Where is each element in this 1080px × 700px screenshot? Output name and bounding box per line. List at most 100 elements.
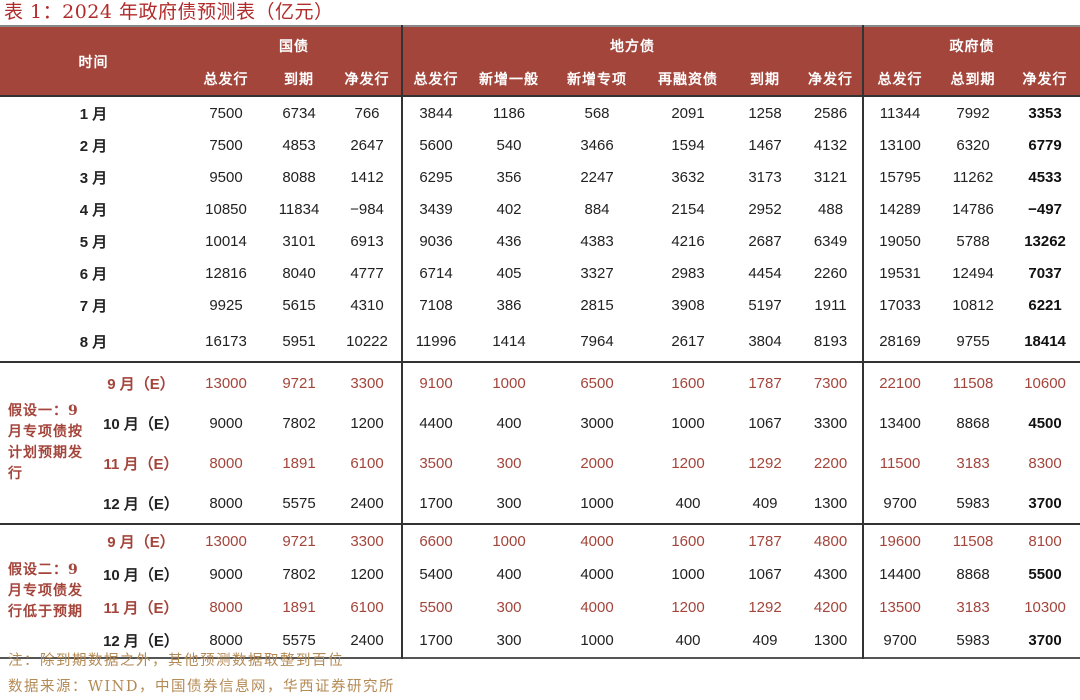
table-row: 4 月 10850 11834 −984 3439 402 884 2154 2952 488 14…: [0, 193, 1080, 225]
value-cell: −497: [1028, 200, 1062, 218]
value-cell: 28169: [862, 321, 937, 362]
value-cell: 8000: [209, 632, 243, 649]
value-cell: 6714: [401, 257, 470, 289]
value-cell: 1000: [580, 494, 614, 512]
value-cell: 356: [496, 168, 522, 186]
month-label: 10 月（E）: [103, 567, 179, 584]
value-cell: 4853: [282, 136, 316, 154]
value-cell: 7037: [1028, 264, 1062, 282]
header-col: 新增一般: [469, 63, 550, 96]
value-cell: 6100: [350, 454, 384, 472]
value-cell: 1700: [401, 624, 470, 658]
header-col: 总到期: [936, 63, 1011, 96]
table-row: 10 月（E） 9000 7802 1200 5400 400 4000 1000 1067 43…: [0, 558, 1080, 591]
scenario-label: 假设一：9月专项债按计划预期发行: [8, 403, 83, 482]
header-col: 总发行: [862, 63, 937, 96]
header-col: 到期: [265, 63, 333, 96]
header-time: 时间: [0, 26, 187, 96]
value-cell: 402: [496, 200, 522, 218]
value-cell: 400: [496, 414, 522, 432]
value-cell: 9500: [209, 168, 243, 186]
value-cell: 400: [496, 566, 522, 583]
value-cell: 10600: [1024, 374, 1066, 392]
value-cell: 5983: [956, 632, 990, 649]
value-cell: 3353: [1028, 104, 1062, 122]
month-label: 4 月: [79, 201, 108, 219]
table-row: 8 月 16173 5951 10222 11996 1414 7964 2617 3804 81…: [0, 321, 1080, 362]
value-cell: 10300: [1024, 599, 1066, 616]
value-cell: 1200: [350, 414, 384, 432]
value-cell: 9700: [862, 483, 937, 524]
value-cell: 5500: [1028, 566, 1062, 583]
value-cell: 6295: [401, 161, 470, 193]
month-label: 11 月（E）: [103, 455, 179, 473]
value-cell: 1186: [492, 104, 526, 122]
value-cell: 14400: [862, 558, 937, 591]
value-cell: 5197: [748, 296, 782, 314]
value-cell: 1292: [748, 454, 782, 472]
header-col: 到期: [731, 63, 800, 96]
value-cell: 2091: [671, 104, 705, 122]
value-cell: 4000: [580, 566, 614, 583]
value-cell: 4777: [350, 264, 384, 282]
value-cell: 8088: [282, 168, 316, 186]
scenario-2-rows: 假设二：9月专项债发行低于预期 9 月（E） 13000 9721 3300 6600 10…: [0, 524, 1080, 658]
value-cell: 13400: [862, 403, 937, 443]
value-cell: 4383: [580, 232, 614, 250]
header-col: 总发行: [401, 63, 470, 96]
table-row: 12 月（E） 8000 5575 2400 1700 300 1000 400 409 1300…: [0, 483, 1080, 524]
value-cell: 2983: [671, 264, 705, 282]
table-row: 7 月 9925 5615 4310 7108 386 2815 3908 5197 1911 17…: [0, 289, 1080, 321]
month-label: 10 月（E）: [103, 415, 179, 433]
value-cell: 3173: [748, 168, 782, 186]
header-group-national: 国债: [187, 26, 403, 63]
value-cell: 1200: [671, 599, 705, 616]
value-cell: 1891: [282, 599, 316, 616]
table-row: 假设二：9月专项债发行低于预期 9 月（E） 13000 9721 3300 6600 10…: [0, 524, 1080, 620]
value-cell: 5951: [282, 332, 316, 350]
value-cell: 4000: [580, 533, 614, 550]
table-row: 11 月（E） 8000 1891 6100 3500 300 2000 1200 1292 22…: [0, 443, 1080, 483]
value-cell: −984: [350, 200, 384, 218]
value-cell: 18414: [1024, 332, 1066, 350]
value-cell: 6349: [813, 232, 848, 250]
value-cell: 11508: [952, 374, 994, 392]
value-cell: 1700: [401, 483, 470, 524]
value-cell: 4800: [813, 533, 848, 550]
value-cell: 1258: [748, 104, 782, 122]
value-cell: 3183: [956, 454, 990, 472]
value-cell: 1891: [282, 454, 316, 472]
table-row: 假设一：9月专项债按计划预期发行 9 月（E） 13000 9721 3300 9100 1…: [0, 362, 1080, 482]
value-cell: 7500: [209, 136, 243, 154]
table-row: 3 月 9500 8088 1412 6295 356 2247 3632 3173 3121 15…: [0, 161, 1080, 193]
value-cell: 14786: [952, 200, 994, 218]
value-cell: 1292: [748, 599, 782, 616]
value-cell: 10222: [346, 332, 388, 350]
value-cell: 1911: [814, 296, 847, 314]
value-cell: 409: [752, 632, 778, 649]
value-cell: 1600: [671, 374, 705, 392]
value-cell: 6320: [956, 136, 990, 154]
value-cell: 3300: [813, 414, 848, 432]
value-cell: 5575: [282, 632, 316, 649]
value-cell: 19531: [862, 257, 937, 289]
value-cell: 1300: [813, 494, 848, 512]
value-cell: 436: [496, 232, 522, 250]
value-cell: 5788: [956, 232, 990, 250]
value-cell: 2952: [748, 200, 782, 218]
value-cell: 7108: [401, 289, 470, 321]
value-cell: 3183: [956, 599, 990, 616]
value-cell: 9100: [401, 362, 470, 403]
table-row: 5 月 10014 3101 6913 9036 436 4383 4216 2687 6349 1…: [0, 225, 1080, 257]
value-cell: 7500: [209, 104, 243, 122]
value-cell: 1000: [492, 374, 526, 392]
value-cell: 4310: [350, 296, 384, 314]
value-cell: 14289: [862, 193, 937, 225]
value-cell: 15795: [862, 161, 937, 193]
value-cell: 9000: [209, 414, 243, 432]
value-cell: 300: [496, 599, 522, 616]
value-cell: 5615: [282, 296, 316, 314]
value-cell: 8000: [209, 494, 243, 512]
value-cell: 6734: [282, 104, 316, 122]
month-label: 9 月（E）: [107, 534, 175, 551]
